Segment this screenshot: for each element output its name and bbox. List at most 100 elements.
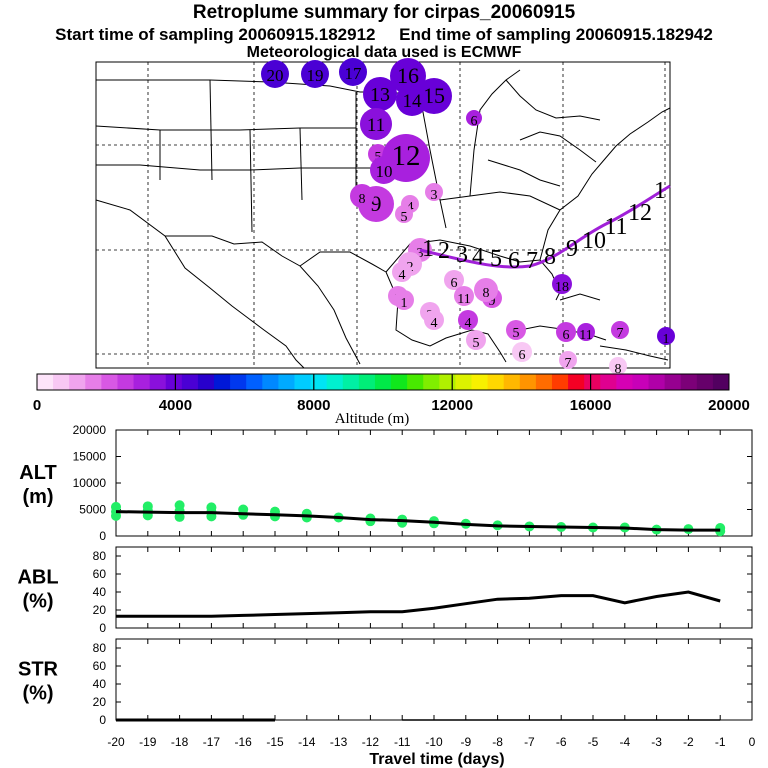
plume-circle [611,321,629,339]
track-label: 2 [438,238,450,264]
plume-circle [261,60,289,88]
track-label: 11 [604,214,627,240]
y-tick-label: 0 [99,713,106,727]
track-label: 9 [566,236,578,262]
track-label: 10 [582,228,606,254]
plume-label: 1 [663,332,670,347]
colorbar-ticks: 0 4000 8000 12000 16000 20000 [33,374,750,414]
plume-label: 17 [345,64,363,83]
y-tick-label: 80 [93,549,107,563]
colorbar-cell [519,374,537,390]
colorbar-cell [165,374,183,390]
panel-ylabel-line: (m) [22,486,53,508]
plume-label: 11 [367,115,385,136]
plume-label: 10 [376,162,393,181]
plume-circle [458,310,478,330]
colorbar-cell [37,374,54,390]
plume-label: 6 [471,114,478,129]
plume-label: 8 [615,362,622,377]
plume-label: 8 [483,286,490,301]
track-line [419,184,671,269]
start-time-label: Start time of sampling 20060915.182912 [55,25,376,44]
plume-label: 4 [431,316,438,331]
plume-circle [350,184,374,208]
time-axis: -20 -19 -18 -17 -16 -15 -14 -13 -12 -11 -10 -9 -8 -7-… [107,735,755,749]
panel-1: 0 20 40 60 80 ABL (%) [17,546,753,635]
plume-circle [392,262,412,282]
colorbar-cell [53,374,70,390]
colorbar-cell [117,374,135,390]
altitude-colorbar: 0 4000 8000 12000 16000 20000 Altitude (m) [33,373,750,427]
met-data-label: Meteorological data used is ECMWF [246,44,522,61]
x-tick-label: -16 [235,735,253,749]
plume-circle [556,322,576,342]
plume-label: 11 [579,328,592,343]
plume-label: 13 [370,84,390,106]
colorbar-tick-label: 0 [33,397,41,414]
x-tick-label: -12 [362,735,380,749]
plume-label: 9 [489,294,496,309]
plume-label: 14 [403,91,423,112]
colorbar-cell [101,374,118,390]
sampling-times: Start time of sampling 20060915.182912 E… [0,25,768,45]
x-tick-label: -4 [619,735,630,749]
colorbar-cell [69,374,86,390]
colorbar-tick-label: 12000 [431,397,473,414]
colorbar-cell [696,374,714,390]
colorbar-cell [181,374,199,390]
plume-circle [339,58,367,86]
plume-label: 6 [451,276,458,291]
colorbar-cell [342,374,360,390]
colorbar-cell [85,374,102,390]
panel-ylabel: STR (%) [18,659,59,705]
panel-ylabel-line: STR [18,659,59,681]
colorbar-cell [568,374,585,390]
colorbar-tick-label: 20000 [708,397,750,414]
colorbar-cell [503,374,521,390]
plume-label: 9 [371,191,382,216]
panel-ylabel-line: (%) [22,591,53,613]
plume-circle [454,286,474,306]
track-label: 1 [422,236,434,262]
colorbar-cell [632,374,650,390]
colorbar-cell [535,374,553,390]
plume-circle [506,320,526,340]
series-line [115,510,721,532]
x-tick-label: -5 [588,735,599,749]
chart-title: Retroplume summary for cirpas_20060915 [192,2,576,23]
plume-circle [466,110,482,126]
x-tick-label: 0 [749,735,756,749]
x-tick-label: -11 [394,735,411,749]
x-tick-label: -3 [651,735,662,749]
y-tick-label: 0 [99,529,106,543]
panel-ylabel-line: (%) [22,683,53,705]
colorbar-cell [600,374,617,390]
plume-circle [396,84,428,116]
plume-label: 7 [617,326,624,341]
track-label: 7 [526,248,538,274]
plume-circle [425,183,443,201]
x-tick-label: -9 [460,735,471,749]
x-tick-label: -1 [715,735,726,749]
x-tick-label: -10 [425,735,443,749]
x-tick-label: -15 [266,735,284,749]
plume-label: 4 [465,316,472,331]
y-tick-label: 40 [93,585,107,599]
colorbar-cell [391,374,408,390]
plume-label: 3 [417,246,424,261]
plume-label: 5 [513,326,520,341]
colorbar-cell [246,374,263,390]
plume-label: 18 [555,280,569,295]
colorbar-cells [37,374,730,390]
plume-label: 4 [399,268,406,283]
plume-circle [301,60,329,88]
colorbar-cell [487,374,505,390]
plume-label: 19 [307,66,324,85]
plume-label: 3 [431,188,438,203]
colorbar-cell [648,374,666,390]
x-axis-title: Travel time (days) [369,751,504,768]
altitude-point [174,511,185,522]
plume-label: 20 [267,66,284,85]
